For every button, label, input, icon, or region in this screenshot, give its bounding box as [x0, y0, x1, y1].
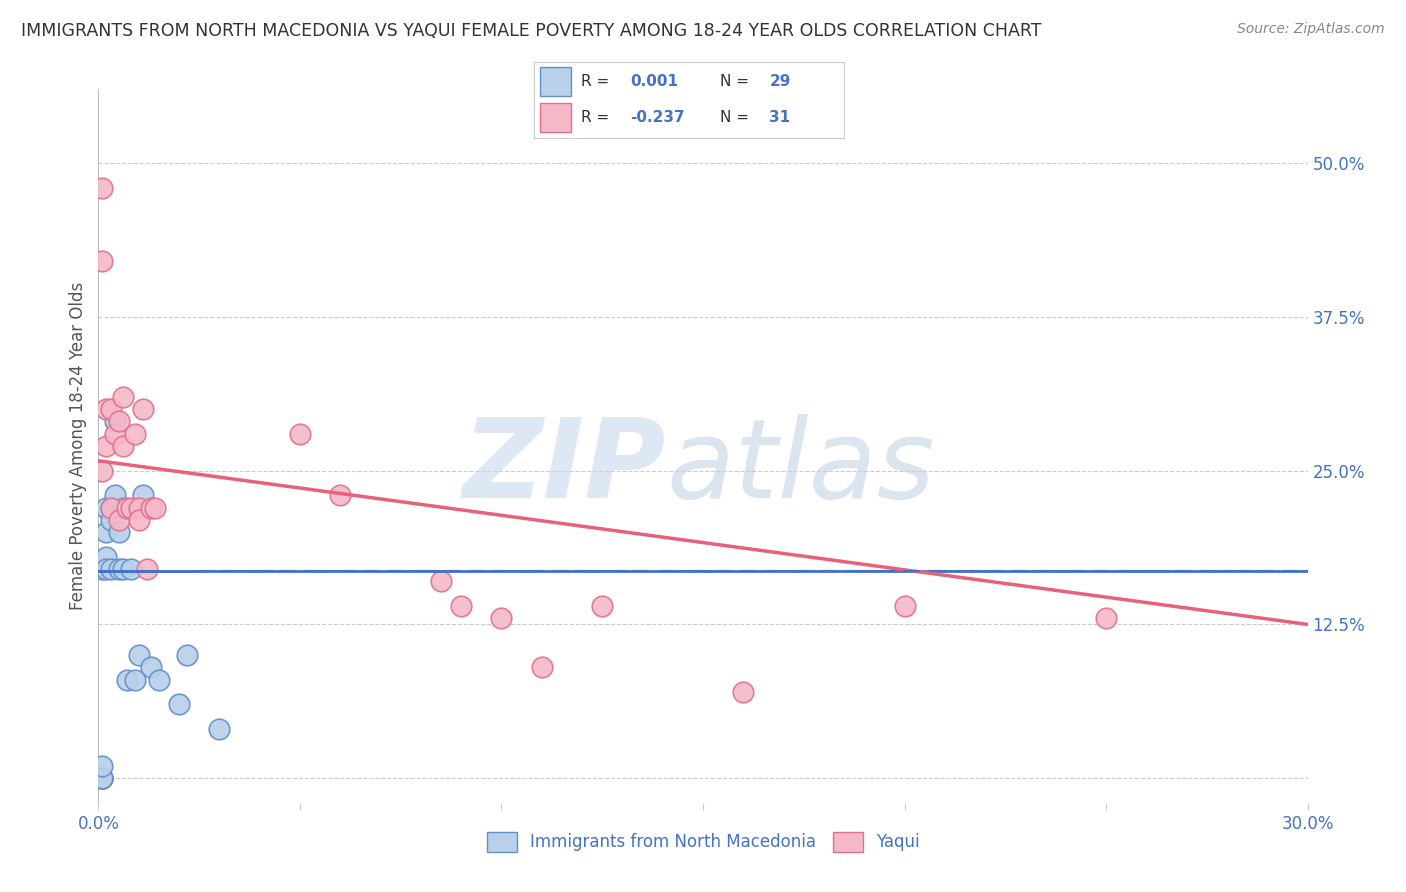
Text: Source: ZipAtlas.com: Source: ZipAtlas.com — [1237, 22, 1385, 37]
Point — [167, 698, 190, 712]
Point — [96, 439, 118, 453]
Point — [132, 402, 155, 417]
Legend: Immigrants from North Macedonia, Yaqui: Immigrants from North Macedonia, Yaqui — [479, 825, 927, 859]
Text: 31: 31 — [769, 111, 790, 125]
Point — [103, 426, 125, 441]
Point — [491, 611, 513, 625]
Point — [100, 500, 122, 515]
Point — [288, 426, 311, 441]
Point — [124, 673, 146, 687]
Point — [100, 402, 122, 417]
Point — [124, 426, 146, 441]
Point — [111, 439, 134, 453]
Point — [135, 562, 157, 576]
Point — [128, 500, 150, 515]
Point — [91, 180, 114, 194]
Point — [91, 771, 114, 785]
Point — [139, 660, 162, 674]
Point — [107, 562, 129, 576]
Point — [893, 599, 915, 613]
Point — [96, 402, 118, 417]
Point — [143, 500, 166, 515]
Point — [208, 722, 231, 736]
Point — [139, 500, 162, 515]
Text: 0.001: 0.001 — [630, 74, 678, 89]
Text: -0.237: -0.237 — [630, 111, 685, 125]
Point — [132, 488, 155, 502]
Point — [111, 500, 134, 515]
Point — [107, 513, 129, 527]
Point — [91, 771, 114, 785]
Point — [91, 771, 114, 785]
Point — [111, 390, 134, 404]
Point — [100, 513, 122, 527]
Point — [91, 771, 114, 785]
Point — [111, 562, 134, 576]
Point — [128, 513, 150, 527]
Text: N =: N = — [720, 74, 754, 89]
Point — [96, 500, 118, 515]
Point — [176, 648, 198, 662]
Point — [450, 599, 472, 613]
Point — [103, 414, 125, 428]
Text: 29: 29 — [769, 74, 790, 89]
Point — [115, 673, 138, 687]
Point — [148, 673, 170, 687]
Point — [96, 549, 118, 564]
Point — [1095, 611, 1118, 625]
Text: atlas: atlas — [666, 414, 935, 521]
Point — [120, 562, 142, 576]
Point — [591, 599, 613, 613]
Point — [96, 562, 118, 576]
Point — [96, 525, 118, 540]
Text: ZIP: ZIP — [463, 414, 666, 521]
Text: IMMIGRANTS FROM NORTH MACEDONIA VS YAQUI FEMALE POVERTY AMONG 18-24 YEAR OLDS CO: IMMIGRANTS FROM NORTH MACEDONIA VS YAQUI… — [21, 22, 1042, 40]
Point — [91, 562, 114, 576]
Point — [329, 488, 352, 502]
Point — [100, 500, 122, 515]
Point — [91, 759, 114, 773]
Point — [91, 254, 114, 268]
Point — [91, 464, 114, 478]
Point — [530, 660, 553, 674]
Point — [120, 500, 142, 515]
Y-axis label: Female Poverty Among 18-24 Year Olds: Female Poverty Among 18-24 Year Olds — [69, 282, 87, 610]
Point — [430, 574, 453, 589]
Point — [128, 648, 150, 662]
Text: N =: N = — [720, 111, 754, 125]
Point — [115, 500, 138, 515]
Point — [100, 562, 122, 576]
Point — [733, 685, 755, 699]
Text: R =: R = — [581, 111, 614, 125]
Point — [103, 488, 125, 502]
Point — [107, 525, 129, 540]
Bar — [540, 67, 571, 95]
Bar — [540, 103, 571, 132]
Text: R =: R = — [581, 74, 614, 89]
Point — [107, 414, 129, 428]
